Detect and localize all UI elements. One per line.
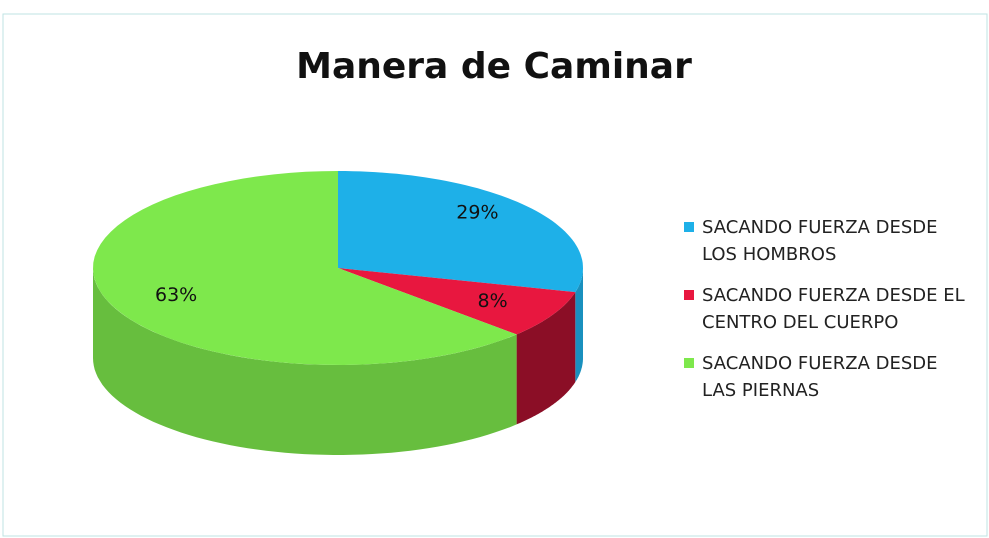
- legend-swatch: [684, 222, 694, 232]
- pie-slice: [338, 268, 576, 335]
- legend-item: SACANDO FUERZA DESDE EL CENTRO DEL CUERP…: [684, 282, 974, 336]
- data-label: 8%: [478, 290, 508, 312]
- legend-item: SACANDO FUERZA DESDE LAS PIERNAS: [684, 350, 974, 404]
- data-label: 63%: [155, 284, 197, 306]
- legend-swatch: [684, 358, 694, 368]
- pie-side: [516, 292, 576, 425]
- pie-slice: [93, 171, 517, 365]
- pie-side: [93, 268, 517, 455]
- data-label: 29%: [456, 202, 498, 224]
- pie-slice: [338, 171, 583, 293]
- pie-side: [575, 268, 583, 383]
- chart-title: Manera de Caminar: [296, 46, 692, 87]
- legend: SACANDO FUERZA DESDE LOS HOMBROS SACANDO …: [684, 214, 974, 418]
- legend-swatch: [684, 290, 694, 300]
- frame: [2, 13, 988, 537]
- legend-label: SACANDO FUERZA DESDE EL CENTRO DEL CUERP…: [702, 285, 965, 333]
- legend-label: SACANDO FUERZA DESDE LOS HOMBROS: [702, 217, 938, 265]
- legend-item: SACANDO FUERZA DESDE LOS HOMBROS: [684, 214, 974, 268]
- legend-label: SACANDO FUERZA DESDE LAS PIERNAS: [702, 353, 938, 401]
